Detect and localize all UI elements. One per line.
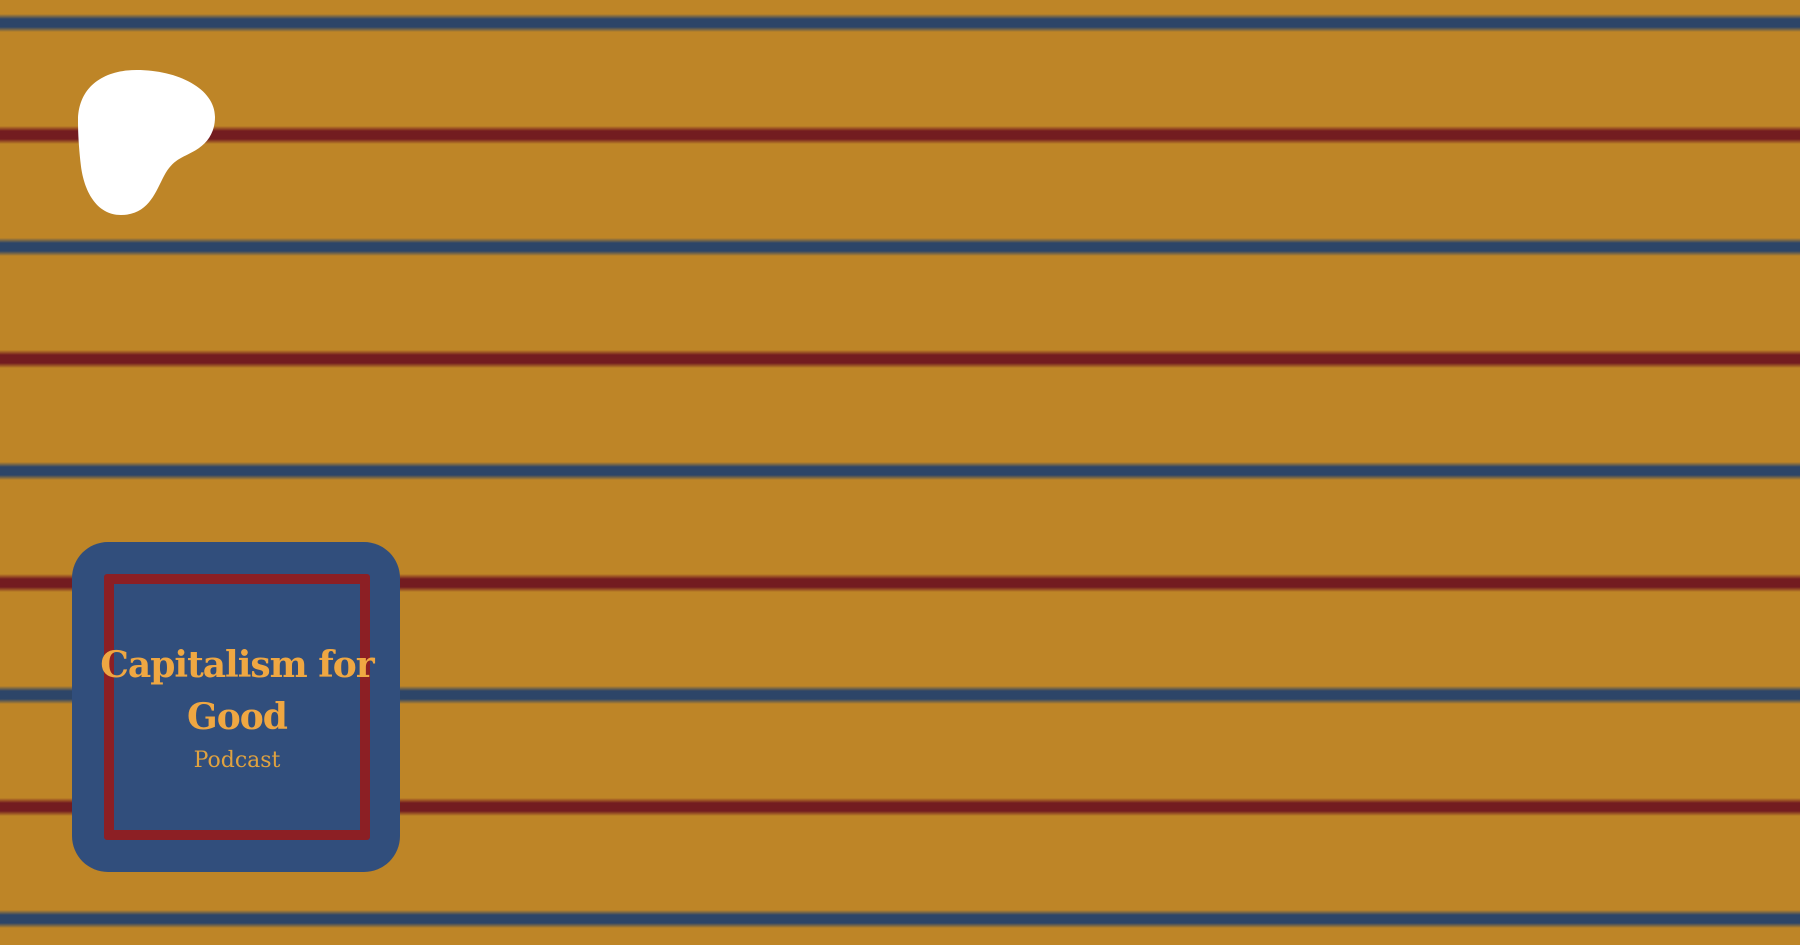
badge-inner-border: Capitalism for Good Podcast xyxy=(100,574,375,840)
badge-subtitle: Podcast xyxy=(193,747,281,773)
patreon-logo-icon xyxy=(78,70,215,215)
podcast-cover-badge: Capitalism for Good Podcast xyxy=(72,542,400,872)
badge-title-line1: Capitalism for xyxy=(100,643,374,686)
badge-title-line2: Good xyxy=(187,695,288,738)
